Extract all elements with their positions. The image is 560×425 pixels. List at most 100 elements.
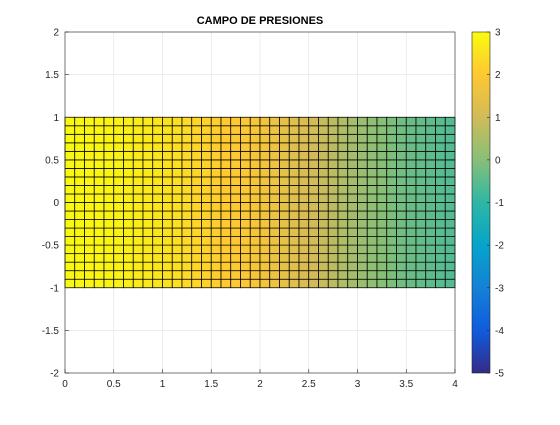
mesh-cell: [318, 278, 329, 289]
mesh-cell: [84, 210, 95, 220]
mesh-cell: [64, 125, 76, 135]
mesh-cell: [123, 227, 134, 237]
mesh-cell: [415, 261, 427, 272]
mesh-cell: [64, 185, 76, 195]
mesh-cell: [308, 270, 319, 280]
mesh-cell: [288, 227, 300, 237]
mesh-cell: [376, 185, 388, 195]
mesh-cell: [113, 270, 124, 280]
mesh-cell: [123, 193, 134, 203]
mesh-cell: [152, 142, 163, 152]
mesh-cell: [386, 210, 397, 220]
mesh-cell: [386, 219, 397, 229]
mesh-cell: [337, 142, 349, 152]
mesh-cell: [142, 168, 154, 178]
mesh-cell: [279, 116, 290, 127]
mesh-cell: [347, 270, 358, 280]
mesh-cell: [123, 116, 134, 127]
mesh-cell: [279, 219, 290, 229]
mesh-cell: [386, 176, 397, 186]
mesh-cell: [435, 261, 446, 272]
mesh-cell: [259, 270, 271, 280]
mesh-cell: [269, 227, 280, 237]
mesh-cell: [396, 236, 407, 246]
mesh-cell: [240, 236, 251, 246]
mesh-cell: [113, 261, 124, 272]
mesh-cell: [298, 270, 310, 280]
mesh-cell: [220, 116, 232, 127]
mesh-cell: [259, 142, 271, 152]
mesh-cell: [249, 185, 261, 195]
mesh-cell: [64, 133, 76, 144]
mesh-cell: [425, 185, 436, 195]
mesh-cell: [191, 142, 202, 152]
mesh-cell: [435, 125, 446, 135]
mesh-cell: [366, 210, 378, 220]
mesh-cell: [74, 219, 85, 229]
mesh-cell: [230, 244, 241, 255]
mesh-cell: [181, 185, 193, 195]
mesh-cell: [318, 176, 329, 186]
mesh-cell: [191, 210, 202, 220]
mesh-cell: [181, 176, 193, 186]
mesh-cell: [191, 202, 202, 212]
mesh-cell: [152, 227, 163, 237]
mesh-cell: [152, 116, 163, 127]
mesh-cell: [93, 133, 105, 144]
mesh-cell: [288, 253, 300, 263]
mesh-cell: [230, 159, 241, 169]
mesh-cell: [435, 133, 446, 144]
mesh-cell: [113, 150, 124, 161]
mesh-cell: [230, 185, 241, 195]
mesh-cell: [435, 219, 446, 229]
mesh-cell: [327, 261, 339, 272]
mesh-cell: [376, 176, 388, 186]
mesh-cell: [123, 202, 134, 212]
mesh-cell: [357, 219, 368, 229]
mesh-cell: [366, 219, 378, 229]
mesh-cell: [201, 261, 212, 272]
mesh-cell: [337, 236, 349, 246]
mesh-cell: [376, 278, 388, 289]
mesh-cell: [318, 193, 329, 203]
mesh-cell: [210, 176, 222, 186]
mesh-cell: [230, 210, 241, 220]
mesh-cell: [162, 253, 173, 263]
mesh-cell: [74, 227, 85, 237]
mesh-cell: [357, 193, 368, 203]
mesh-cell: [171, 125, 183, 135]
mesh-cell: [376, 253, 388, 263]
mesh-cell: [308, 278, 319, 289]
mesh-cell: [181, 142, 193, 152]
mesh-cell: [171, 219, 183, 229]
mesh-cell: [357, 168, 368, 178]
mesh-cell: [337, 278, 349, 289]
mesh-cell: [435, 185, 446, 195]
mesh-cell: [74, 185, 85, 195]
mesh-cell: [269, 116, 280, 127]
mesh-cell: [201, 270, 212, 280]
mesh-cell: [298, 185, 310, 195]
mesh-cell: [366, 142, 378, 152]
mesh-cell: [103, 150, 115, 161]
mesh-cell: [425, 227, 436, 237]
mesh-cell: [269, 185, 280, 195]
mesh-cell: [376, 244, 388, 255]
mesh-cell: [308, 244, 319, 255]
mesh-cell: [386, 168, 397, 178]
colorbar-tick-label: -2: [495, 241, 504, 252]
mesh-cell: [298, 227, 310, 237]
mesh-cell: [103, 159, 115, 169]
mesh-cell: [132, 168, 144, 178]
mesh-cell: [288, 236, 300, 246]
mesh-cell: [249, 261, 261, 272]
mesh-cell: [376, 168, 388, 178]
mesh-cell: [425, 202, 436, 212]
mesh-cell: [93, 244, 105, 255]
mesh-cell: [279, 202, 290, 212]
mesh-cell: [298, 176, 310, 186]
mesh-cell: [327, 219, 339, 229]
mesh-cell: [415, 159, 427, 169]
mesh-cell: [171, 168, 183, 178]
mesh-cell: [230, 116, 241, 127]
